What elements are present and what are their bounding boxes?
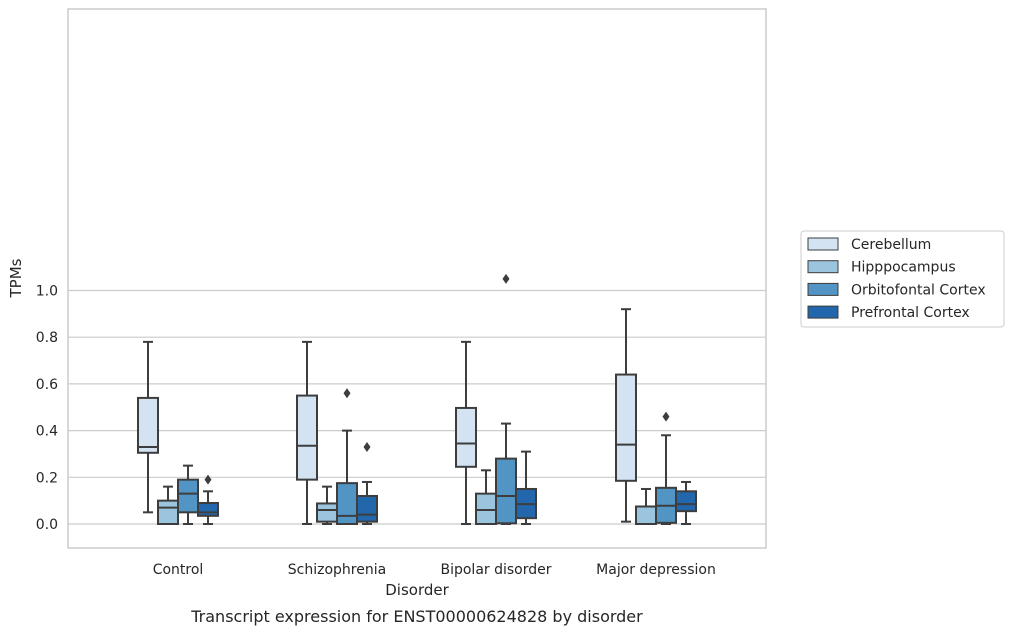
box-3-2 (655, 411, 677, 525)
box-body (316, 502, 338, 523)
box-1-0 (296, 340, 318, 525)
box-1-1 (316, 485, 338, 525)
box-0-0 (137, 340, 159, 514)
box-body (197, 501, 219, 517)
legend-label: Orbitofontal Cortex (851, 282, 986, 298)
x-tick-label: Bipolar disorder (440, 562, 551, 578)
legend-label: Hipppocampus (851, 260, 956, 276)
y-axis-label: TPMs (7, 258, 25, 298)
box-3-1 (635, 487, 657, 525)
box-2-0 (455, 340, 477, 525)
box-2-3 (515, 450, 537, 525)
box-body (495, 457, 517, 525)
box-body (615, 373, 637, 482)
box-1-3 (356, 441, 378, 525)
y-tick-label: 0.0 (36, 517, 58, 533)
y-axis-ticks: 0.0 0.2 0.4 0.6 0.8 1.0 (36, 284, 58, 534)
y-tick-label: 0.6 (36, 377, 58, 393)
box-body (177, 478, 199, 514)
outlier-point (363, 441, 371, 452)
x-tick-label: Control (153, 562, 204, 578)
outlier-point (204, 474, 212, 485)
box-body (675, 490, 697, 513)
y-tick-label: 0.8 (36, 330, 58, 346)
legend-label: Prefrontal Cortex (851, 305, 970, 321)
box-0-3 (197, 474, 219, 525)
outlier-point (502, 273, 510, 284)
y-tick-label: 0.2 (36, 470, 58, 486)
box-2-2 (495, 273, 517, 525)
box-body (137, 396, 159, 454)
box-3-0 (615, 308, 637, 523)
box-0-1 (157, 485, 179, 525)
box-2-1 (475, 469, 497, 525)
legend-swatch (807, 305, 839, 319)
legend: Cerebellum Hipppocampus Orbitofontal Corte… (800, 230, 1005, 328)
x-tick-label: Schizophrenia (288, 562, 386, 578)
legend-frame (800, 230, 1005, 328)
x-tick-label: Major depression (596, 562, 716, 578)
x-axis-label: Disorder (385, 581, 449, 599)
box-body (635, 505, 657, 525)
box-body (336, 482, 358, 526)
plot-frame (67, 8, 767, 549)
chart-caption: Transcript expression for ENST0000062482… (190, 607, 643, 626)
box-body (475, 492, 497, 525)
legend-swatch (807, 282, 839, 296)
box-body (296, 394, 318, 481)
legend-swatch (807, 237, 839, 251)
outlier-point (662, 411, 670, 422)
legend-swatch (807, 260, 839, 274)
box-groups (137, 273, 697, 526)
box-0-2 (177, 464, 199, 525)
box-body (356, 494, 378, 523)
box-1-2 (336, 388, 358, 526)
box-body (455, 406, 477, 468)
box-body (157, 499, 179, 525)
y-tick-label: 0.4 (36, 424, 58, 440)
legend-label: Cerebellum (851, 237, 931, 253)
x-axis-ticks: Control Schizophrenia Bipolar disorder Majo… (153, 562, 716, 578)
y-tick-label: 1.0 (36, 284, 58, 300)
outlier-point (343, 388, 351, 399)
box-3-3 (675, 480, 697, 525)
